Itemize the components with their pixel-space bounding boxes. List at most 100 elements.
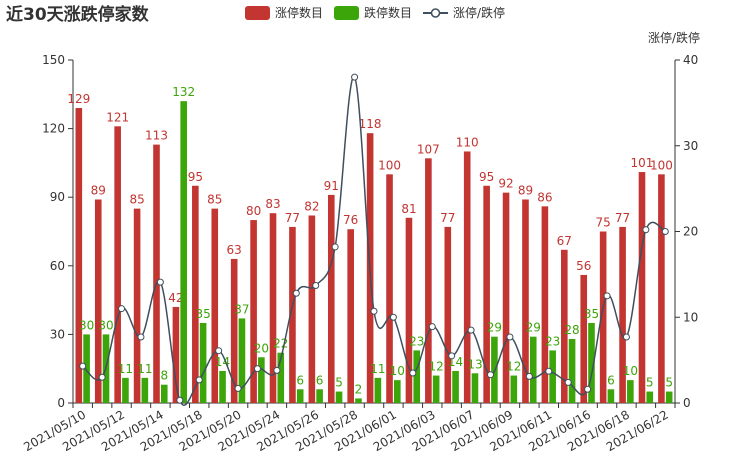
legend-label-limit-down[interactable]: 跌停数目 [364, 5, 412, 20]
bar-limit-down [452, 370, 459, 403]
line-point-ratio [622, 333, 630, 341]
plot-area: 03060901201500102030402021/05/102021/05/… [21, 53, 698, 454]
bar-limit-up [250, 220, 257, 403]
line-point-ratio [79, 362, 87, 370]
line-point-ratio [642, 226, 650, 234]
data-label-limit-up: 92 [498, 177, 513, 191]
bar-limit-down [277, 352, 285, 403]
y-left-tick-label: 60 [50, 259, 65, 273]
data-label-limit-up: 82 [304, 199, 319, 213]
data-label-limit-up: 121 [106, 110, 129, 124]
bar-limit-down [219, 370, 226, 403]
data-label-limit-down: 29 [526, 321, 541, 335]
bar-limit-up [619, 226, 626, 403]
bar-limit-up [347, 229, 354, 403]
bar-limit-up [114, 126, 121, 404]
bar-limit-down [568, 338, 576, 403]
bar-limit-down [471, 373, 479, 403]
bar-limit-up [522, 199, 529, 403]
line-point-ratio [428, 323, 436, 331]
line-point-ratio [312, 282, 320, 290]
line-point-ratio [98, 373, 106, 381]
data-label-limit-down: 6 [607, 373, 615, 387]
data-label-limit-down: 22 [273, 337, 288, 351]
data-label-limit-up: 85 [207, 193, 222, 207]
legend-marker-ratio[interactable] [430, 8, 441, 18]
bar-limit-up [541, 206, 549, 403]
data-label-limit-up: 42 [168, 291, 183, 305]
line-point-ratio [545, 367, 553, 375]
data-label-limit-up: 67 [557, 234, 572, 248]
bar-limit-down [355, 398, 362, 403]
line-point-ratio [156, 278, 164, 286]
bar-limit-down [627, 380, 634, 403]
bar-limit-down [296, 389, 304, 403]
data-label-limit-down: 5 [665, 376, 673, 390]
bar-limit-up [327, 194, 335, 403]
data-label-limit-up: 113 [145, 129, 168, 143]
line-point-ratio [195, 376, 203, 384]
data-label-limit-up: 56 [576, 259, 591, 273]
data-label-limit-down: 5 [646, 376, 654, 390]
bar-limit-up [172, 306, 180, 403]
bar-limit-up [463, 151, 471, 403]
y-left-tick-label: 120 [42, 122, 65, 136]
bar-limit-down [316, 389, 323, 403]
data-label-limit-up: 110 [456, 135, 479, 149]
data-label-limit-up: 101 [631, 156, 654, 170]
chart-title: 近30天涨跌停家数 [6, 4, 150, 25]
data-label-limit-up: 77 [615, 211, 630, 225]
y-right-tick-label: 40 [683, 53, 698, 67]
bar-limit-up [211, 208, 219, 403]
data-label-limit-down: 35 [584, 307, 599, 321]
bar-limit-down [258, 357, 265, 403]
data-label-limit-down: 11 [137, 362, 152, 376]
bar-limit-up [75, 108, 83, 404]
y-right-tick-label: 20 [683, 225, 698, 239]
legend-swatch-limit-down[interactable] [334, 6, 359, 20]
legend: 涨停数目 跌停数目 涨停/跌停 [245, 5, 505, 20]
bar-limit-up [425, 158, 432, 403]
line-point-ratio [603, 292, 611, 300]
data-label-limit-down: 5 [335, 376, 343, 390]
bar-limit-up [405, 217, 413, 403]
bar-limit-down [510, 375, 518, 403]
line-point-ratio [661, 228, 669, 235]
bar-limit-up [289, 226, 296, 403]
line-point-ratio [292, 289, 300, 297]
bar-limit-up [502, 192, 510, 403]
y-left-tick-label: 150 [42, 53, 65, 67]
bar-limit-down [199, 322, 207, 403]
data-label-limit-down: 13 [467, 357, 482, 371]
data-label-limit-up: 63 [227, 243, 242, 257]
bar-limit-up [444, 226, 452, 403]
legend-swatch-limit-up[interactable] [245, 6, 270, 20]
bar-limit-up [561, 249, 568, 403]
bar-limit-up [269, 213, 277, 403]
data-label-limit-up: 89 [91, 183, 106, 197]
bar-limit-up [638, 172, 646, 403]
data-label-limit-up: 77 [285, 211, 300, 225]
legend-label-limit-up[interactable]: 涨停数目 [275, 5, 323, 20]
data-label-limit-down: 37 [234, 302, 249, 316]
legend-label-ratio[interactable]: 涨停/跌停 [453, 5, 505, 20]
bar-limit-up [94, 199, 102, 403]
data-label-limit-up: 77 [440, 211, 455, 225]
line-point-ratio [467, 326, 475, 334]
bar-limit-down [413, 350, 421, 403]
data-label-limit-down: 20 [254, 341, 269, 355]
data-label-limit-down: 2 [355, 382, 363, 396]
y-left-tick-label: 30 [50, 327, 65, 341]
line-point-ratio [176, 396, 184, 404]
bar-limit-down [335, 391, 343, 403]
data-label-limit-up: 107 [417, 142, 440, 156]
bar-limit-down [374, 377, 382, 403]
line-point-ratio [331, 243, 339, 251]
data-label-limit-down: 28 [564, 323, 579, 337]
bar-limit-down [238, 318, 246, 403]
line-point-ratio [370, 307, 378, 315]
line-point-ratio [389, 313, 397, 321]
bar-limit-down [122, 377, 129, 403]
line-point-ratio [525, 372, 533, 380]
data-label-limit-down: 30 [79, 318, 94, 332]
